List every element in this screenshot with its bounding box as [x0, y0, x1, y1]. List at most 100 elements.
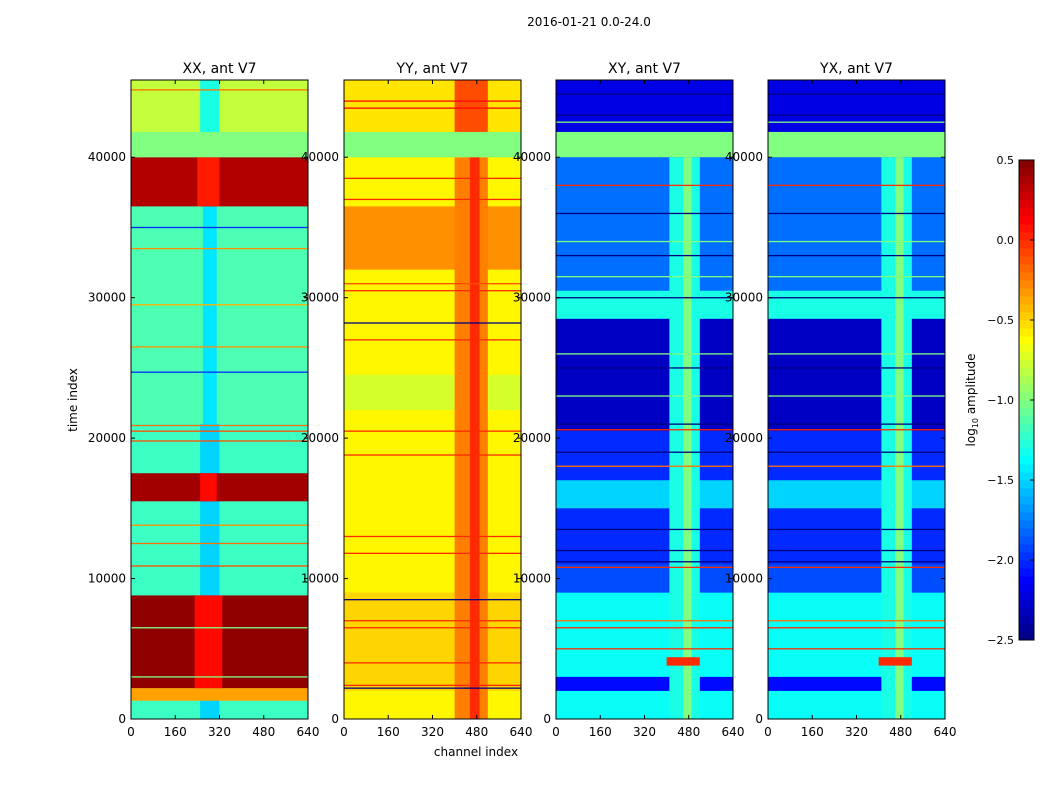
heatmap-line: [131, 89, 308, 91]
colorbar-segment: [1019, 208, 1034, 217]
panel-yy: YY, ant V7 0 160 320 480 640 0 10000 20000 30000 4…: [301, 61, 533, 739]
colorbar-segment: [1019, 416, 1034, 425]
heatmap-line: [556, 353, 733, 355]
y-tick-label: 0: [543, 712, 551, 726]
heatmap-line: [768, 465, 945, 467]
heatmap-line: [768, 240, 945, 243]
y-tick-label: 20000: [725, 431, 763, 445]
colorbar-segment: [1019, 200, 1034, 209]
y-tick-label: 10000: [725, 572, 763, 586]
heatmap-line: [768, 423, 945, 425]
heatmap-line: [131, 542, 308, 545]
x-tick-label: 640: [510, 725, 533, 739]
heatmap-line: [768, 451, 945, 453]
heatmap-line: [131, 371, 308, 373]
heatmap-line: [768, 395, 945, 397]
heatmap-block: [895, 157, 904, 719]
heatmap-line: [344, 599, 521, 601]
heatmap-line: [556, 254, 733, 257]
heatmap-line: [556, 395, 733, 397]
heatmap-line: [768, 254, 945, 257]
heatmap-line: [556, 627, 733, 629]
heatmap-block: [768, 564, 945, 593]
heatmap-line: [344, 684, 521, 686]
heatmap-line: [556, 93, 733, 95]
colorbar-segment: [1019, 336, 1034, 345]
x-tick-label: 480: [677, 725, 700, 739]
heatmap-line: [344, 454, 521, 456]
heatmap-line: [131, 226, 308, 229]
colorbar-segment: [1019, 296, 1034, 305]
colorbar-segment: [1019, 216, 1034, 225]
heatmap-line: [344, 552, 521, 554]
colorbar-segment: [1019, 184, 1034, 193]
heatmap-line: [344, 535, 521, 538]
heatmap-block: [556, 480, 733, 509]
colorbar-label: log10 amplitude: [964, 354, 980, 447]
colorbar-segment: [1019, 600, 1034, 609]
colorbar-segment: [1019, 496, 1034, 505]
colorbar: log10 amplitude 0.5 0.0 −0.5 −1.0 −1.5 −2.0 −2…: [964, 154, 1035, 647]
colorbar-segment: [1019, 224, 1034, 233]
colorbar-segment: [1019, 632, 1034, 641]
colorbar-segment: [1019, 536, 1034, 545]
colorbar-segment: [1019, 312, 1034, 321]
x-tick-label: 640: [722, 725, 745, 739]
heatmap-line: [344, 177, 521, 180]
panel-title: XY, ant V7: [608, 61, 681, 77]
panel-xx: XX, ant V7 0 160 320 480 640 0 10000 20000 30000 4…: [88, 61, 320, 739]
y-tick-label: 10000: [88, 572, 126, 586]
heatmap-line: [131, 565, 308, 567]
heatmap-line: [768, 566, 945, 569]
colorbar-segment: [1019, 240, 1034, 249]
heatmap-line: [768, 212, 945, 215]
heatmap-line: [131, 627, 308, 629]
heatmap-block: [683, 157, 692, 719]
heatmap-block: [200, 80, 220, 132]
colorbar-segment: [1019, 616, 1034, 625]
colorbar-segment: [1019, 176, 1034, 185]
y-tick-label: 30000: [513, 291, 551, 305]
y-tick-label: 40000: [725, 150, 763, 164]
heatmap-line: [768, 114, 945, 116]
x-tick-label: 480: [465, 725, 488, 739]
colorbar-segment: [1019, 528, 1034, 537]
heatmap-line: [768, 429, 945, 431]
heatmap-line: [768, 620, 945, 622]
heatmap-line: [344, 430, 521, 432]
heatmap-line: [131, 676, 308, 678]
heatmap-line: [556, 429, 733, 431]
colorbar-segment: [1019, 368, 1034, 377]
heatmap-block: [556, 157, 733, 291]
colorbar-tick-label: −2.0: [987, 554, 1014, 567]
y-tick-label: 30000: [301, 291, 339, 305]
heatmap-block: [556, 131, 733, 158]
x-tick-label: 640: [934, 725, 957, 739]
heatmap-line: [768, 93, 945, 95]
heatmap-line: [344, 339, 521, 341]
x-tick-label: 480: [252, 725, 275, 739]
x-tick-label: 0: [340, 725, 348, 739]
heatmap-line: [344, 283, 521, 285]
heatmap-line: [556, 240, 733, 243]
heatmap-line: [131, 524, 308, 526]
y-tick-label: 10000: [301, 572, 339, 586]
colorbar-segment: [1019, 408, 1034, 417]
colorbar-segment: [1019, 304, 1034, 313]
colorbar-tick-label: −1.0: [987, 394, 1014, 407]
heatmap-line: [344, 620, 521, 622]
heatmap-line: [344, 662, 521, 664]
heatmap-line: [768, 549, 945, 552]
colorbar-segment: [1019, 160, 1034, 169]
heatmap-block: [194, 595, 223, 689]
figure-title: 2016-01-21 0.0-24.0: [527, 15, 651, 29]
heatmap-line: [768, 367, 945, 369]
heatmap-block: [200, 473, 217, 502]
heatmap-block: [768, 290, 945, 319]
x-tick-label: 160: [801, 725, 824, 739]
heatmap-line: [344, 627, 521, 629]
y-tick-label: 20000: [88, 431, 126, 445]
heatmap-line: [556, 528, 733, 531]
colorbar-segment: [1019, 488, 1034, 497]
